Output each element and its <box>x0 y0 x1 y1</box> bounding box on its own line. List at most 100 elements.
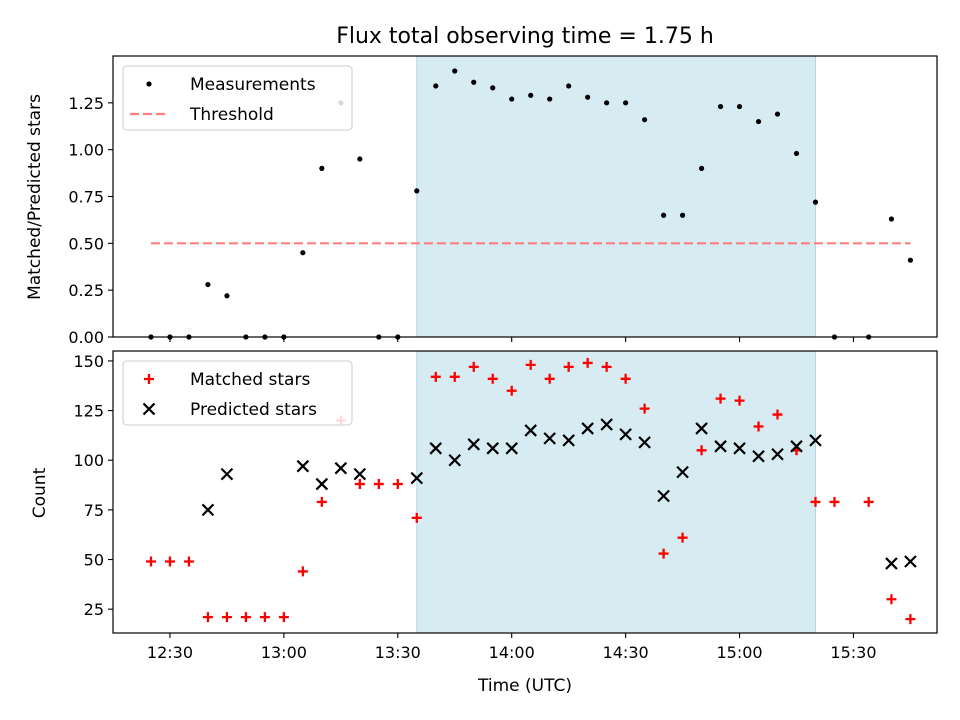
measurement-point <box>585 94 591 100</box>
legend-label: Predicted stars <box>190 400 317 420</box>
measurement-point <box>205 281 211 288</box>
predicted-star-point <box>904 555 917 568</box>
matched-star-point <box>164 556 175 567</box>
measurement-point <box>907 257 914 263</box>
matched-star-point <box>449 371 460 382</box>
legend-box <box>122 360 353 426</box>
matched-star-point <box>658 548 669 559</box>
predicted-star-point <box>410 471 424 485</box>
predicted-star-point <box>790 440 803 453</box>
measurement-point <box>433 83 439 89</box>
matched-star-point <box>544 373 555 384</box>
predicted-star-point <box>676 465 689 479</box>
predicted-star-point <box>467 438 481 451</box>
matched-star-point <box>582 357 593 368</box>
predicted-star-point <box>505 442 518 455</box>
matched-star-point <box>677 532 688 543</box>
x-tick-label: 13:30 <box>375 643 421 662</box>
y-tick-label: 75 <box>84 501 104 520</box>
x-tick-label: 15:00 <box>716 643 762 662</box>
y-axis-label-top: Matched/Predicted stars <box>25 94 45 300</box>
legend-matched-swatch <box>144 374 154 384</box>
measurement-point <box>755 118 762 125</box>
x-tick-label: 15:30 <box>830 643 876 662</box>
predicted-star-point <box>353 467 367 481</box>
y-tick-label: 0.50 <box>68 234 104 253</box>
measurement-point <box>717 103 724 110</box>
x-tick-label: 12:30 <box>147 643 193 662</box>
legend-label: Matched stars <box>190 370 310 390</box>
y-axis-label-bottom: Count <box>30 467 50 518</box>
legend-predicted-swatch <box>142 402 156 416</box>
predicted-star-point <box>771 447 784 461</box>
predicted-star-point <box>220 467 234 481</box>
matched-star-point <box>601 361 612 372</box>
legend-measurement-swatch <box>146 81 152 87</box>
measurement-point <box>660 212 667 218</box>
axes-frame <box>112 55 938 338</box>
measurement-point <box>528 92 534 98</box>
predicted-star-point <box>562 434 575 447</box>
matched-star-point <box>639 403 650 414</box>
predicted-star-point <box>486 442 500 455</box>
matched-star-point <box>316 496 327 507</box>
matched-star-point <box>734 395 745 406</box>
matched-star-point <box>696 445 707 456</box>
matched-star-point <box>715 393 726 404</box>
matched-star-point <box>810 496 821 507</box>
predicted-star-point <box>885 557 898 570</box>
predicted-star-point <box>448 453 462 467</box>
x-tick-label: 13:00 <box>261 643 307 662</box>
matched-star-point <box>240 612 251 623</box>
matched-star-point <box>221 612 232 623</box>
predicted-star-point <box>429 442 443 455</box>
matched-star-point <box>563 361 574 372</box>
y-tick-label: 100 <box>73 451 104 470</box>
observing-span <box>416 55 816 338</box>
predicted-star-point <box>201 503 215 517</box>
y-tick-label: 150 <box>73 352 104 371</box>
predicted-star-point <box>334 461 348 475</box>
matched-star-point <box>525 359 536 370</box>
matched-star-point <box>430 371 441 382</box>
matched-star-point <box>905 614 916 625</box>
predicted-star-point <box>809 434 822 447</box>
measurement-point <box>793 150 800 157</box>
measurement-point <box>888 216 895 222</box>
y-tick-label: 0.25 <box>68 281 104 300</box>
matched-star-point <box>411 512 422 523</box>
measurement-point <box>604 100 610 106</box>
predicted-star-point <box>296 459 310 473</box>
matched-star-point <box>487 373 498 384</box>
measurement-point <box>357 156 363 162</box>
matched-star-point <box>183 556 194 567</box>
matched-star-point <box>278 612 289 623</box>
predicted-star-point <box>524 424 537 437</box>
matched-star-point <box>259 612 270 623</box>
measurement-point <box>224 293 230 299</box>
matched-star-point <box>468 361 479 372</box>
matched-star-point <box>863 496 874 507</box>
y-tick-label: 1.00 <box>68 141 104 160</box>
matched-star-point <box>145 556 156 567</box>
x-tick-label: 14:00 <box>489 643 535 662</box>
measurement-point <box>623 100 629 106</box>
measurement-point <box>547 96 553 102</box>
matched-star-point <box>297 566 308 577</box>
measurement-point <box>319 165 325 171</box>
count-panel: 25 50 75 100 125 150 12:30 13:00 13:30 14:00 14:30… <box>73 350 938 662</box>
measurement-point <box>471 79 477 85</box>
y-tick-label: 0.00 <box>68 328 104 347</box>
legend-label: Threshold <box>189 105 274 125</box>
measurement-point <box>452 68 458 74</box>
chart-title: Flux total observing time = 1.75 h <box>336 24 714 49</box>
predicted-star-point <box>714 440 727 453</box>
legend-box <box>122 65 353 131</box>
matched-star-point <box>886 594 897 605</box>
y-tick-label: 25 <box>84 600 104 619</box>
measurement-point <box>642 117 648 123</box>
predicted-star-point <box>600 418 613 431</box>
matched-star-point <box>620 373 631 384</box>
predicted-star-point <box>657 489 670 503</box>
